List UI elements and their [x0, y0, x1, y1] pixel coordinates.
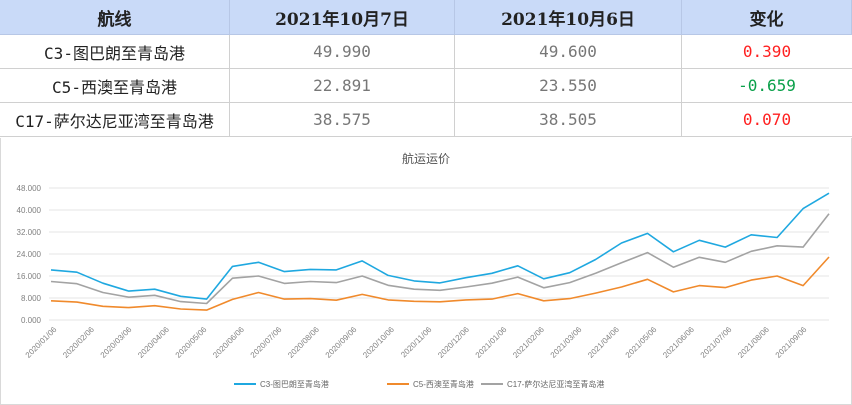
x-tick-label: 2020/06/06	[211, 325, 246, 360]
rate-date-2: 38.505	[455, 103, 682, 136]
rate-change: 0.070	[742, 110, 792, 129]
x-tick-label: 2021/05/06	[624, 325, 659, 360]
legend-label: C17-萨尔达尼亚湾至青岛港	[507, 379, 604, 389]
x-tick-label: 2020/08/06	[286, 325, 321, 360]
x-tick-label: 2020/04/06	[136, 325, 171, 360]
table-row: C17-萨尔达尼亚湾至青岛港 38.575 38.505 0.070	[0, 103, 852, 137]
freight-rate-chart: 航运运价 0.000 8.000 16.000 24.000 32.000 40.000 4…	[0, 138, 852, 405]
freight-rate-table: 航线 2021年10月7日 2021年10月6日 变化 C3-图巴朗至青岛港 4…	[0, 0, 852, 137]
x-tick-label: 2021/03/06	[549, 325, 584, 360]
x-tick-label: 2020/09/06	[324, 325, 359, 360]
x-tick-label: 2021/06/06	[661, 325, 696, 360]
x-tick-label: 2020/05/06	[174, 325, 209, 360]
rate-date-1: 49.990	[230, 35, 455, 68]
x-tick-label: 2020/10/06	[361, 325, 396, 360]
header-date-1: 2021年10月7日	[230, 0, 455, 34]
x-tick-label: 2020/07/06	[249, 325, 284, 360]
x-tick-label: 2021/04/06	[586, 325, 621, 360]
series-line	[50, 192, 830, 300]
table-row: C5-西澳至青岛港 22.891 23.550 -0.659	[0, 69, 852, 103]
y-tick-label: 48.000	[17, 184, 42, 193]
route-name: C3-图巴朗至青岛港	[0, 35, 230, 68]
x-tick-label: 2021/02/06	[511, 325, 546, 360]
x-tick-label: 2021/08/06	[736, 325, 771, 360]
rate-date-2: 49.600	[455, 35, 682, 68]
y-tick-label: 0.000	[21, 316, 42, 325]
legend-label: C3-图巴朗至青岛港	[260, 379, 329, 389]
route-name: C17-萨尔达尼亚湾至青岛港	[0, 103, 230, 136]
rate-change: 0.390	[742, 42, 792, 61]
header-date-2: 2021年10月6日	[455, 0, 682, 34]
legend-label: C5-西澳至青岛港	[413, 379, 474, 389]
rate-date-2: 23.550	[455, 69, 682, 102]
x-tick-label: 2021/07/06	[699, 325, 734, 360]
table-header-row: 航线 2021年10月7日 2021年10月6日 变化	[0, 0, 852, 35]
series-lines	[50, 192, 830, 311]
y-tick-label: 40.000	[17, 206, 42, 215]
rate-change: -0.659	[738, 76, 796, 95]
chart-title: 航运运价	[402, 151, 450, 166]
table-row: C3-图巴朗至青岛港 49.990 49.600 0.390	[0, 35, 852, 69]
header-change: 变化	[682, 0, 852, 34]
x-tick-label: 2020/03/06	[99, 325, 134, 360]
line-chart-svg: 航运运价 0.000 8.000 16.000 24.000 32.000 40.000 4…	[17, 151, 830, 389]
y-tick-label: 32.000	[17, 228, 42, 237]
series-line	[50, 256, 830, 311]
x-axis: 2020/01/06 2020/02/06 2020/03/06 2020/04/06…	[24, 325, 809, 360]
y-tick-label: 24.000	[17, 250, 42, 259]
header-route: 航线	[0, 0, 230, 34]
legend: C3-图巴朗至青岛港 C5-西澳至青岛港 C17-萨尔达尼亚湾至青岛港	[234, 379, 604, 389]
grid-lines	[49, 187, 829, 321]
x-tick-label: 2020/11/06	[399, 325, 434, 360]
rate-date-1: 38.575	[230, 103, 455, 136]
route-name: C5-西澳至青岛港	[0, 69, 230, 102]
y-tick-label: 16.000	[17, 272, 42, 281]
x-tick-label: 2020/12/06	[436, 325, 471, 360]
x-tick-label: 2021/01/06	[474, 325, 509, 360]
rate-date-1: 22.891	[230, 69, 455, 102]
x-tick-label: 2021/09/06	[774, 325, 809, 360]
y-axis: 0.000 8.000 16.000 24.000 32.000 40.000 48.000	[17, 184, 42, 325]
y-tick-label: 8.000	[21, 294, 42, 303]
x-tick-label: 2020/02/06	[61, 325, 96, 360]
x-tick-label: 2020/01/06	[24, 325, 59, 360]
series-line	[50, 213, 830, 305]
